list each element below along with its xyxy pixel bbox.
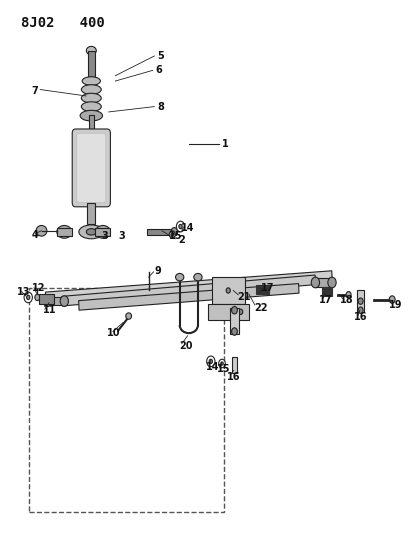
Ellipse shape bbox=[219, 359, 225, 368]
Text: 3: 3 bbox=[118, 231, 125, 240]
Text: 11: 11 bbox=[43, 305, 56, 315]
Text: 19: 19 bbox=[389, 300, 403, 310]
Bar bbox=[315, 278, 332, 287]
Text: 16: 16 bbox=[354, 312, 368, 322]
Polygon shape bbox=[62, 275, 316, 306]
Text: 10: 10 bbox=[107, 328, 121, 338]
Bar bbox=[232, 357, 237, 373]
Text: 20: 20 bbox=[179, 342, 193, 351]
Ellipse shape bbox=[358, 298, 363, 304]
Ellipse shape bbox=[80, 110, 103, 121]
Text: 12: 12 bbox=[32, 283, 46, 293]
Text: 8J02   400: 8J02 400 bbox=[21, 16, 105, 30]
Ellipse shape bbox=[221, 362, 223, 365]
Text: 18: 18 bbox=[339, 295, 353, 304]
Ellipse shape bbox=[57, 225, 72, 238]
Text: 13: 13 bbox=[17, 287, 30, 296]
Polygon shape bbox=[45, 271, 332, 302]
Bar bbox=[48, 297, 64, 305]
Bar bbox=[208, 304, 249, 320]
Ellipse shape bbox=[79, 225, 104, 239]
Text: 17: 17 bbox=[261, 283, 274, 293]
Text: 15: 15 bbox=[169, 231, 183, 240]
Ellipse shape bbox=[171, 228, 178, 236]
Ellipse shape bbox=[358, 307, 363, 313]
Text: 4: 4 bbox=[32, 230, 39, 239]
Bar bbox=[88, 51, 95, 77]
Text: 9: 9 bbox=[155, 266, 161, 276]
Ellipse shape bbox=[328, 277, 336, 288]
Ellipse shape bbox=[86, 46, 96, 55]
FancyBboxPatch shape bbox=[72, 129, 110, 207]
Text: 16: 16 bbox=[227, 373, 241, 382]
Bar bbox=[29, 288, 224, 512]
Ellipse shape bbox=[179, 224, 182, 229]
Ellipse shape bbox=[209, 359, 212, 364]
Text: 3: 3 bbox=[102, 231, 108, 240]
Text: 8: 8 bbox=[158, 102, 165, 111]
Ellipse shape bbox=[86, 229, 96, 235]
Bar bbox=[212, 277, 245, 304]
Polygon shape bbox=[78, 284, 299, 310]
Text: 21: 21 bbox=[237, 292, 251, 302]
Ellipse shape bbox=[207, 356, 215, 367]
Ellipse shape bbox=[176, 273, 184, 281]
Ellipse shape bbox=[176, 221, 185, 232]
Ellipse shape bbox=[346, 292, 351, 298]
Ellipse shape bbox=[82, 77, 100, 85]
Ellipse shape bbox=[44, 296, 52, 306]
Bar bbox=[322, 287, 332, 296]
Ellipse shape bbox=[126, 313, 132, 319]
Text: 2: 2 bbox=[178, 235, 185, 245]
Text: 15: 15 bbox=[217, 365, 230, 374]
Text: 1: 1 bbox=[222, 139, 229, 149]
Bar bbox=[147, 229, 172, 235]
Text: 17: 17 bbox=[319, 295, 332, 304]
Ellipse shape bbox=[389, 296, 395, 303]
Ellipse shape bbox=[27, 295, 30, 300]
Text: 22: 22 bbox=[254, 303, 268, 312]
Ellipse shape bbox=[169, 231, 175, 238]
Ellipse shape bbox=[232, 328, 237, 335]
Text: 14: 14 bbox=[181, 223, 195, 233]
Ellipse shape bbox=[24, 292, 32, 303]
Bar bbox=[89, 115, 94, 133]
Ellipse shape bbox=[36, 225, 47, 236]
Bar bbox=[39, 294, 54, 304]
Text: 5: 5 bbox=[158, 51, 164, 61]
Ellipse shape bbox=[311, 277, 320, 288]
Ellipse shape bbox=[95, 225, 110, 238]
Text: 14: 14 bbox=[206, 362, 220, 372]
Bar bbox=[256, 285, 269, 294]
Ellipse shape bbox=[81, 93, 101, 103]
Bar bbox=[230, 308, 239, 334]
Bar bbox=[57, 228, 72, 236]
Bar bbox=[95, 228, 110, 236]
Ellipse shape bbox=[239, 309, 243, 314]
Ellipse shape bbox=[81, 85, 101, 94]
Ellipse shape bbox=[35, 294, 40, 301]
FancyBboxPatch shape bbox=[77, 133, 106, 203]
Bar bbox=[357, 290, 364, 312]
Ellipse shape bbox=[60, 296, 68, 306]
Ellipse shape bbox=[232, 306, 237, 314]
Bar bbox=[87, 203, 95, 224]
Ellipse shape bbox=[81, 102, 101, 111]
Ellipse shape bbox=[171, 233, 173, 236]
Ellipse shape bbox=[194, 273, 202, 281]
Ellipse shape bbox=[226, 288, 230, 293]
Text: 6: 6 bbox=[156, 66, 162, 75]
Text: 7: 7 bbox=[31, 86, 38, 95]
